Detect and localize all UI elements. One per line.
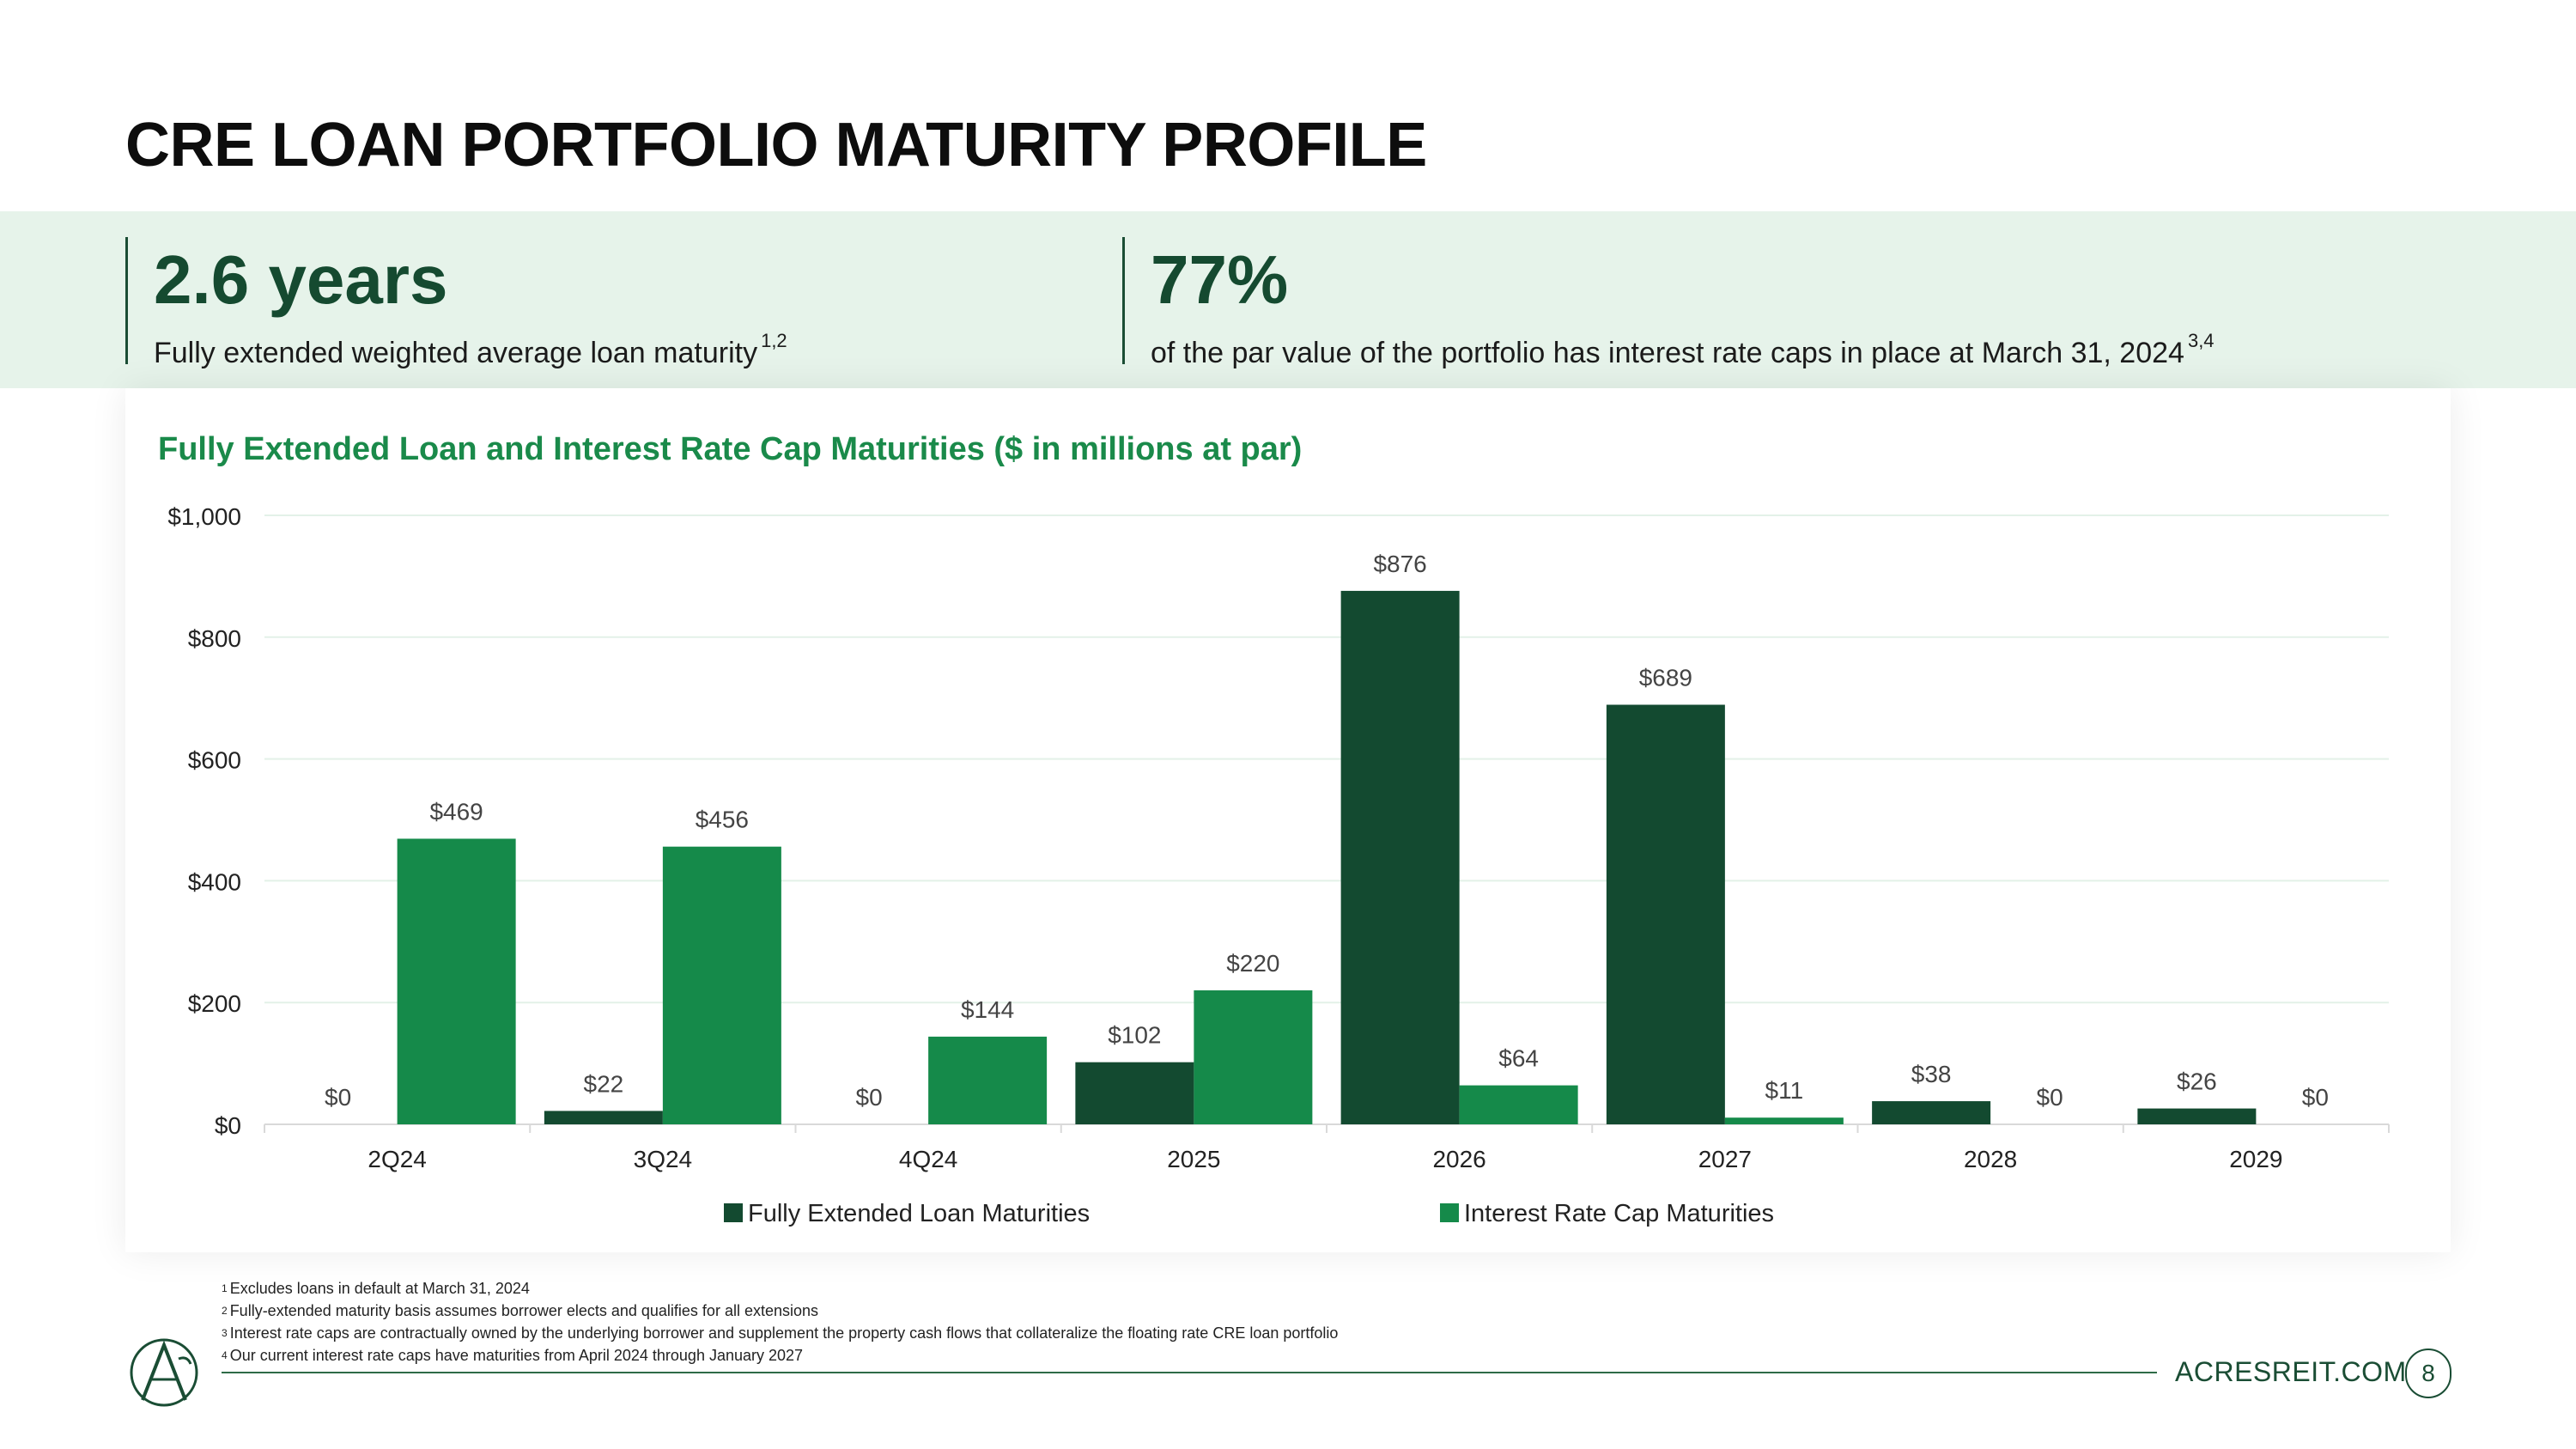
footnote-mark: 3 [222, 1327, 228, 1339]
x-tick-label: 2026 [1432, 1146, 1485, 1172]
page-number: 8 [2405, 1349, 2451, 1398]
footnote-3: 3 Interest rate caps are contractually ow… [222, 1322, 1338, 1344]
footnote-text: Excludes loans in default at March 31, 2… [229, 1280, 530, 1297]
y-tick-label: $600 [188, 747, 241, 774]
cap-maturity-bar [662, 846, 781, 1124]
loan-data-label: $689 [1639, 664, 1692, 691]
acres-logo-icon [130, 1338, 198, 1407]
page-title: CRE LOAN PORTFOLIO MATURITY PROFILE [125, 111, 1427, 180]
cap-maturity-bar [1724, 1117, 1844, 1124]
x-tick-label: 2029 [2229, 1146, 2282, 1172]
cap-data-label: $220 [1226, 950, 1279, 977]
loan-maturity-bar [2137, 1108, 2257, 1124]
footnote-4: 4 Our current interest rate caps have mat… [222, 1344, 1338, 1367]
legend-cap-swatch [1440, 1203, 1459, 1222]
footnote-text: Our current interest rate caps have matu… [229, 1347, 804, 1364]
footnote-text: Fully-extended maturity basis assumes bo… [229, 1302, 819, 1319]
stat-caps: 77% of the par value of the portfolio ha… [1122, 237, 2215, 369]
stat-caps-footnote: 3,4 [2187, 330, 2215, 351]
loan-maturity-bar [1606, 704, 1725, 1124]
footnote-mark: 1 [222, 1282, 228, 1294]
chart-title: Fully Extended Loan and Interest Rate Ca… [158, 431, 1303, 467]
y-tick-label: $400 [188, 868, 241, 895]
stat-maturity-text: Fully extended weighted average loan mat… [154, 337, 758, 369]
y-tick-label: $800 [188, 625, 241, 652]
loan-data-label: $26 [2177, 1068, 2217, 1095]
loan-data-label: $0 [325, 1084, 351, 1111]
stat-caps-description: of the par value of the portfolio has in… [1151, 330, 2215, 370]
footer-divider [222, 1372, 2157, 1373]
footnote-1: 1 Excludes loans in default at March 31, … [222, 1277, 1338, 1300]
footnote-text: Interest rate caps are contractually own… [229, 1324, 1339, 1342]
legend-loan-label: Fully Extended Loan Maturities [748, 1200, 1090, 1227]
cap-data-label: $11 [1765, 1077, 1804, 1104]
x-tick-label: 2027 [1698, 1146, 1752, 1172]
loan-data-label: $102 [1108, 1022, 1161, 1049]
footnotes: 1 Excludes loans in default at March 31, … [222, 1277, 1338, 1367]
loan-data-label: $0 [856, 1084, 883, 1111]
y-tick-label: $200 [188, 990, 241, 1017]
cap-data-label: $0 [2302, 1084, 2329, 1111]
legend-loan-swatch [724, 1203, 743, 1222]
cap-maturity-bar [1194, 990, 1313, 1124]
stats-band [0, 211, 2576, 388]
x-tick-label: 2Q24 [368, 1146, 427, 1172]
legend-cap-label: Interest Rate Cap Maturities [1464, 1200, 1774, 1227]
cap-maturity-bar [397, 838, 516, 1124]
cap-maturity-bar [1459, 1085, 1578, 1124]
loan-maturity-bar [1340, 590, 1460, 1124]
x-tick-label: 2028 [1964, 1146, 2017, 1172]
footnote-mark: 4 [222, 1349, 228, 1361]
stat-caps-value: 77% [1151, 241, 1289, 318]
loan-data-label: $876 [1373, 551, 1426, 577]
x-tick-label: 2025 [1167, 1146, 1220, 1172]
loan-data-label: $38 [1911, 1061, 1952, 1087]
website-link[interactable]: ACRESREIT.COM [2175, 1356, 2407, 1387]
y-tick-label: $0 [215, 1112, 241, 1139]
stat-maturity-value: 2.6 years [154, 241, 448, 318]
stat-maturity-description: Fully extended weighted average loan mat… [154, 330, 787, 370]
cap-maturity-bar [928, 1036, 1048, 1124]
loan-data-label: $22 [584, 1070, 624, 1097]
loan-maturity-bar [544, 1111, 663, 1124]
cap-data-label: $144 [961, 996, 1014, 1023]
x-tick-label: 3Q24 [634, 1146, 693, 1172]
loan-maturity-bar [1075, 1062, 1194, 1124]
x-tick-label: 4Q24 [899, 1146, 958, 1172]
footnote-mark: 2 [222, 1305, 228, 1317]
cap-data-label: $0 [2037, 1084, 2063, 1111]
stat-maturity: 2.6 years Fully extended weighted averag… [125, 237, 787, 369]
cap-data-label: $456 [696, 807, 749, 833]
cap-data-label: $64 [1498, 1045, 1539, 1072]
stat-caps-text: of the par value of the portfolio has in… [1151, 337, 2184, 369]
footnote-2: 2 Fully-extended maturity basis assumes b… [222, 1300, 1338, 1322]
cap-data-label: $469 [429, 798, 483, 825]
stat-maturity-footnote: 1,2 [761, 330, 787, 351]
loan-maturity-bar [1872, 1101, 1991, 1124]
y-tick-label: $1,000 [167, 503, 241, 530]
